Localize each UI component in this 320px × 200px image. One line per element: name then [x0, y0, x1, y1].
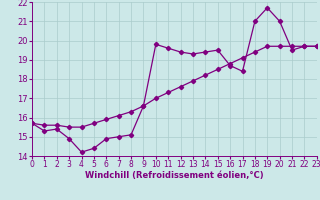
X-axis label: Windchill (Refroidissement éolien,°C): Windchill (Refroidissement éolien,°C) [85, 171, 264, 180]
